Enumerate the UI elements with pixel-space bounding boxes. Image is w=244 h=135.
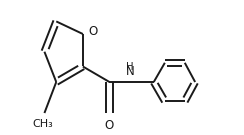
Text: O: O: [89, 25, 98, 38]
Text: N: N: [126, 65, 134, 78]
Text: O: O: [105, 119, 114, 132]
Text: CH₃: CH₃: [33, 119, 53, 129]
Text: H: H: [126, 62, 134, 72]
